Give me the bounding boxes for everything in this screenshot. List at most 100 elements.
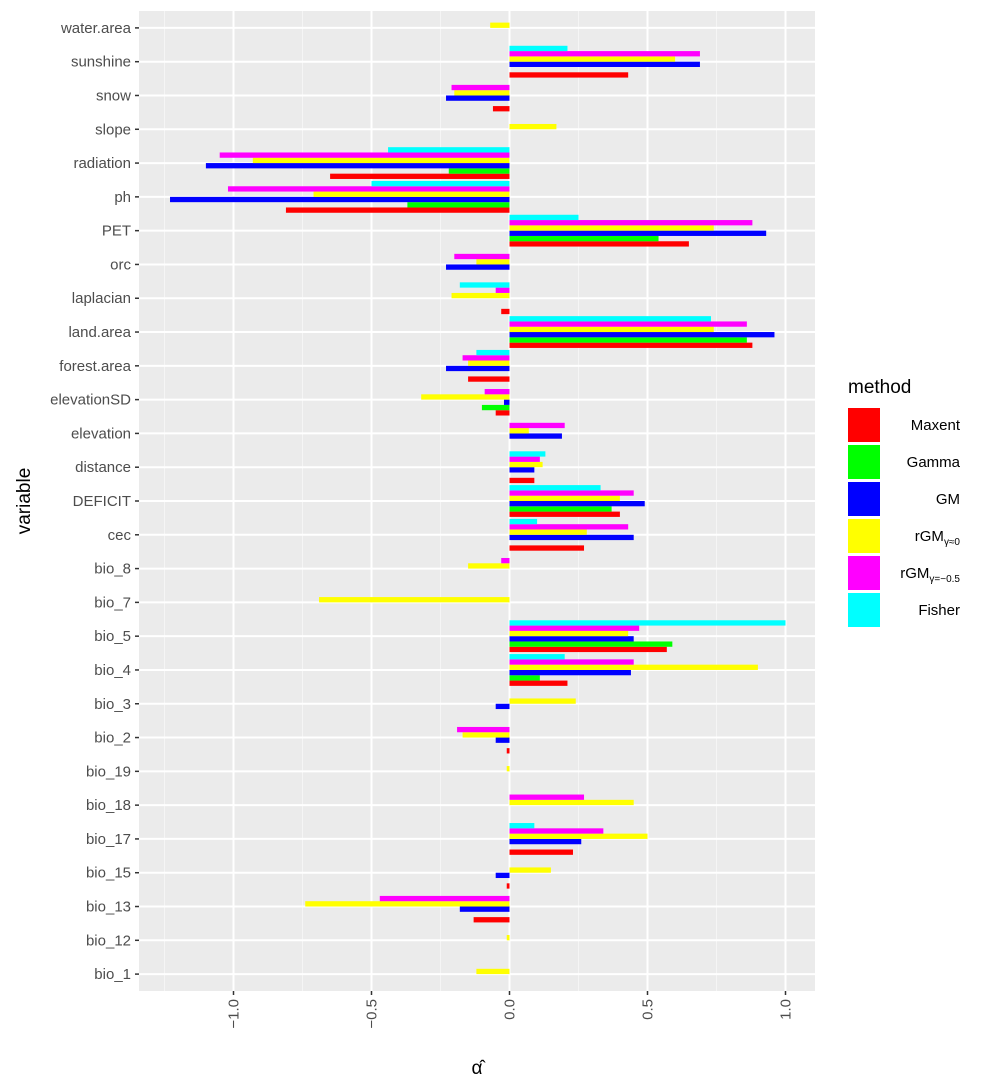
y-tick-label: PET — [102, 223, 131, 240]
bar-rGM_gamma-0.5-land.area — [509, 321, 747, 327]
bar-GM-cec — [509, 534, 634, 541]
y-tick-label: slope — [95, 121, 131, 138]
bar-rGM_gamma-0.5-orc — [454, 253, 510, 260]
y-tick-label: sunshine — [71, 54, 131, 71]
bar-rGM_gamma0-bio_2 — [462, 732, 510, 738]
bar-Maxent-land.area — [509, 342, 753, 348]
x-tick-label: 1.0 — [778, 999, 795, 1020]
y-tick-label: cec — [108, 527, 132, 544]
bar-rGM_gamma-0.5-bio_2 — [457, 726, 510, 733]
y-tick-label: DEFICIT — [73, 493, 131, 510]
bar-rGM_gamma0-sunshine — [509, 56, 676, 62]
bar-rGM_gamma0-land.area — [509, 326, 714, 333]
y-tick-label: bio_15 — [86, 865, 131, 882]
bar-Maxent-PET — [509, 241, 689, 247]
legend-label-Fisher: Fisher — [918, 602, 960, 619]
y-tick-label: radiation — [73, 155, 131, 172]
bar-rGM_gamma0-laplacian — [451, 292, 510, 299]
bar-Fisher-PET — [509, 214, 579, 221]
legend-label-rGM_gamma0: rGMγ≈0 — [915, 528, 961, 548]
bar-rGM_gamma-0.5-sunshine — [509, 51, 700, 57]
legend-title: method — [848, 377, 911, 398]
y-tick-label: bio_1 — [94, 966, 131, 983]
bar-rGM_gamma-0.5-laplacian — [495, 287, 510, 293]
y-tick-label: bio_12 — [86, 932, 131, 949]
bar-rGM_gamma0-bio_7 — [319, 597, 510, 603]
bar-GM-elevationSD — [503, 399, 510, 405]
y-tick-label: forest.area — [59, 358, 131, 375]
bar-Maxent-radiation — [330, 173, 510, 179]
bar-Fisher-bio_4 — [509, 654, 565, 660]
bar-Maxent-bio_5 — [509, 646, 667, 653]
bar-rGM_gamma0-elevation — [509, 428, 529, 434]
bar-rGM_gamma0-bio_15 — [509, 867, 551, 873]
bar-Gamma-bio_4 — [509, 675, 540, 681]
bar-Gamma-DEFICIT — [509, 506, 612, 512]
bar-GM-bio_17 — [509, 838, 582, 845]
legend-label-Maxent: Maxent — [911, 417, 961, 434]
bar-GM-bio_15 — [495, 872, 510, 879]
bar-rGM_gamma-0.5-bio_18 — [509, 794, 585, 800]
bars — [170, 22, 786, 975]
y-tick-label: bio_4 — [94, 662, 131, 679]
bar-Fisher-radiation — [388, 147, 510, 153]
bar-GM-ph — [170, 196, 510, 203]
bar-Fisher-land.area — [509, 316, 711, 322]
bar-rGM_gamma-0.5-elevation — [509, 422, 565, 429]
bar-GM-bio_13 — [459, 906, 510, 912]
bar-Gamma-radiation — [448, 168, 510, 174]
bar-GM-orc — [446, 264, 510, 270]
bar-GM-sunshine — [509, 61, 700, 67]
bar-Maxent-ph — [285, 207, 510, 213]
bar-GM-PET — [509, 230, 767, 236]
bar-Maxent-bio_2 — [506, 748, 510, 754]
bar-rGM_gamma-0.5-bio_8 — [501, 557, 510, 564]
x-tick-label: −0.5 — [364, 999, 381, 1029]
bar-Fisher-DEFICIT — [509, 485, 601, 491]
bar-rGM_gamma0-distance — [509, 461, 543, 468]
y-tick-label: bio_17 — [86, 831, 131, 848]
bar-rGM_gamma0-bio_17 — [509, 833, 648, 839]
bar-GM-snow — [446, 95, 510, 101]
y-tick-label: bio_8 — [94, 561, 131, 578]
bar-rGM_gamma-0.5-ph — [227, 186, 510, 192]
bar-Fisher-laplacian — [459, 282, 510, 288]
legend-label-GM: GM — [936, 491, 960, 508]
y-axis-title: variable — [14, 468, 35, 535]
bar-rGM_gamma0-bio_19 — [506, 766, 510, 772]
bar-rGM_gamma0-bio_4 — [509, 664, 758, 670]
legend-label-rGM_gamma-0.5: rGMγ=−0.5 — [900, 565, 960, 585]
y-tick-label: bio_3 — [94, 696, 131, 713]
y-tick-label: bio_5 — [94, 628, 131, 645]
y-tick-label: elevationSD — [50, 392, 131, 409]
bar-rGM_gamma0-bio_1 — [476, 968, 510, 975]
bar-Gamma-PET — [509, 235, 659, 242]
bar-Maxent-sunshine — [509, 72, 629, 78]
bar-rGM_gamma-0.5-DEFICIT — [509, 490, 634, 496]
bar-rGM_gamma0-water.area — [490, 22, 510, 28]
x-tick-label: −1.0 — [226, 999, 243, 1029]
legend-label-Gamma: Gamma — [907, 454, 961, 471]
bar-rGM_gamma0-DEFICIT — [509, 495, 620, 501]
bar-rGM_gamma-0.5-bio_17 — [509, 828, 604, 834]
y-tick-label: orc — [110, 256, 131, 273]
bar-Gamma-ph — [407, 202, 510, 208]
y-tick-label: bio_19 — [86, 763, 131, 780]
bar-rGM_gamma0-bio_3 — [509, 698, 576, 704]
y-tick-label: land.area — [68, 324, 131, 341]
x-axis: −1.0 −0.5 0.0 0.5 1.0 — [226, 991, 795, 1029]
bar-rGM_gamma0-bio_5 — [509, 630, 629, 637]
x-axis-title: α̂ — [472, 1058, 487, 1079]
y-tick-label: elevation — [71, 425, 131, 442]
bar-rGM_gamma0-orc — [476, 259, 510, 265]
bar-rGM_gamma0-elevationSD — [421, 394, 510, 400]
bar-Maxent-DEFICIT — [509, 511, 620, 517]
bar-rGM_gamma-0.5-PET — [509, 220, 753, 226]
y-tick-label: laplacian — [72, 290, 131, 307]
bar-rGM_gamma0-cec — [509, 529, 587, 535]
legend-key-Maxent — [848, 408, 880, 442]
bar-rGM_gamma-0.5-bio_13 — [379, 895, 510, 902]
bar-Fisher-bio_17 — [509, 823, 535, 829]
bar-Maxent-cec — [509, 545, 585, 551]
y-tick-label: bio_2 — [94, 730, 131, 747]
